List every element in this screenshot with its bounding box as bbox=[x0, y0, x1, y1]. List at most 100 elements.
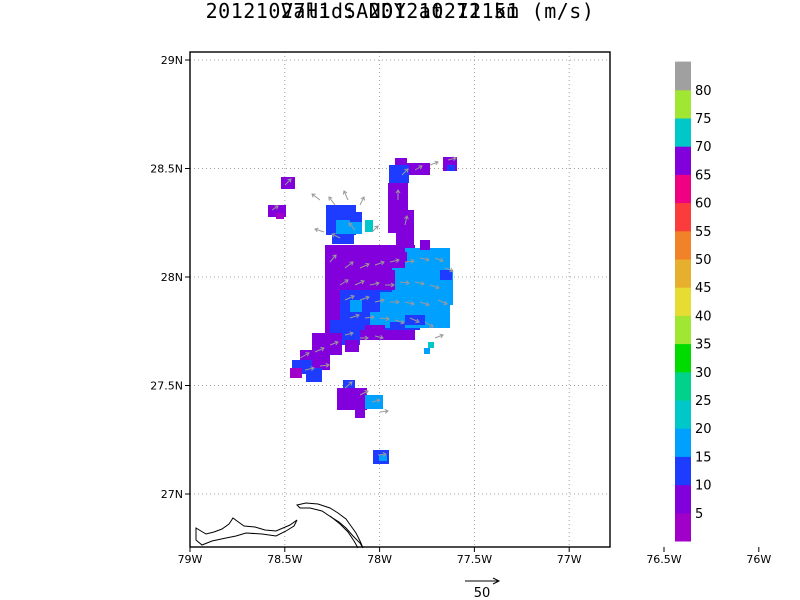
wind-vector bbox=[329, 254, 337, 263]
legend-color-box bbox=[675, 428, 691, 457]
wind-vector bbox=[409, 317, 420, 324]
wind-vector bbox=[447, 156, 457, 162]
wind-vector bbox=[414, 165, 423, 171]
wind-vector bbox=[304, 366, 315, 371]
wind-speed-cell bbox=[428, 342, 434, 348]
legend-color-box bbox=[675, 230, 691, 260]
legend-color-box bbox=[675, 512, 691, 542]
wind-vector bbox=[401, 168, 409, 176]
lat-tick-label: 27N bbox=[161, 488, 183, 501]
legend-color-box bbox=[675, 287, 691, 316]
wind-vector bbox=[437, 299, 448, 306]
wind-speed-cell bbox=[332, 234, 354, 244]
legend-color-box bbox=[675, 315, 691, 345]
wind-vector bbox=[404, 215, 409, 226]
legend-label: 45 bbox=[695, 281, 712, 296]
title-line-2: Valid: 201210271151 bbox=[280, 0, 520, 23]
legend-color-box bbox=[675, 400, 691, 429]
coastline-abaco bbox=[296, 502, 364, 549]
legend-color-box bbox=[675, 343, 691, 373]
map-frame bbox=[189, 51, 611, 548]
wind-speed-cell bbox=[306, 368, 322, 382]
wind-vector bbox=[344, 294, 355, 301]
wind-speed-cell bbox=[276, 213, 284, 219]
wind-vector bbox=[395, 189, 401, 200]
wind-vector bbox=[284, 178, 292, 186]
lon-tick-label: 76.5W bbox=[646, 553, 681, 566]
wind-vector bbox=[359, 295, 370, 301]
lon-tick-label: 79W bbox=[178, 553, 203, 566]
wind-vector bbox=[344, 381, 353, 389]
wind-speed-cell bbox=[389, 165, 409, 183]
wind-speed-cell bbox=[440, 270, 452, 280]
lat-tick-label: 29N bbox=[161, 54, 183, 67]
wind-speed-cell bbox=[365, 220, 373, 232]
vector-scale: 50 bbox=[465, 577, 501, 600]
wind-vector bbox=[344, 331, 354, 337]
wind-vector bbox=[364, 314, 375, 320]
wind-vector bbox=[404, 258, 415, 264]
wind-vector bbox=[399, 280, 410, 286]
wind-vector bbox=[414, 281, 425, 286]
legend-label: 80 bbox=[695, 84, 712, 99]
legend-label: 10 bbox=[695, 479, 712, 494]
legend-label: 40 bbox=[695, 309, 712, 324]
wind-vector bbox=[444, 267, 454, 273]
wind-speed-cell bbox=[350, 212, 362, 222]
wind-vector bbox=[424, 321, 434, 328]
wind-speed-cell bbox=[424, 348, 430, 354]
wind-speed-cell bbox=[345, 340, 359, 352]
legend-label: 70 bbox=[695, 140, 712, 155]
wind-vector bbox=[371, 225, 379, 233]
wind-vector bbox=[339, 279, 349, 286]
legend-label: 5 bbox=[695, 507, 703, 522]
legend-color-box bbox=[675, 371, 691, 401]
wind-vector bbox=[374, 298, 385, 303]
wind-speed-cell bbox=[395, 252, 407, 262]
legend-color-box bbox=[675, 146, 691, 175]
wind-vector bbox=[299, 352, 310, 359]
wind-vector bbox=[389, 258, 400, 263]
grid-lines bbox=[190, 52, 610, 547]
legend-color-box bbox=[675, 118, 691, 147]
legend-label: 15 bbox=[695, 450, 712, 465]
legend-label: 60 bbox=[695, 197, 712, 212]
wind-speed-cell bbox=[337, 388, 367, 410]
wind-vector bbox=[374, 334, 384, 340]
lat-tick-label: 28N bbox=[161, 271, 183, 284]
lon-tick-label: 77W bbox=[557, 553, 582, 566]
legend-color-box bbox=[675, 61, 691, 91]
wind-speed-cell bbox=[290, 368, 302, 378]
wind-speed-cell bbox=[350, 300, 362, 312]
wind-vector bbox=[360, 335, 369, 341]
coastline-abaco-cays bbox=[329, 515, 359, 549]
wind-vector bbox=[359, 196, 365, 206]
wind-vector bbox=[271, 205, 279, 211]
wind-vector bbox=[354, 279, 365, 286]
wind-vector bbox=[349, 313, 360, 319]
legend-label: 30 bbox=[695, 366, 712, 381]
wind-vector bbox=[385, 282, 395, 288]
legend-label: 25 bbox=[695, 394, 712, 409]
lat-tick-label: 28.5N bbox=[150, 163, 183, 176]
legend-label: 55 bbox=[695, 225, 712, 240]
wind-vector bbox=[314, 227, 325, 233]
wind-vector bbox=[371, 398, 381, 404]
wind-speed-cell bbox=[370, 312, 390, 328]
wind-vectors bbox=[271, 156, 457, 457]
legend-color-box bbox=[675, 259, 691, 288]
wind-speed-cell bbox=[365, 325, 385, 340]
wind-vector bbox=[311, 193, 321, 201]
wind-vector bbox=[379, 408, 389, 414]
wind-vector bbox=[319, 362, 330, 368]
wind-vector bbox=[429, 284, 440, 290]
vector-scale-arrowhead bbox=[492, 577, 501, 585]
legend-color-box bbox=[675, 484, 691, 514]
legend-color-box bbox=[675, 456, 691, 486]
wind-vector bbox=[348, 222, 356, 231]
wind-vector bbox=[394, 319, 405, 325]
wind-vector bbox=[374, 260, 385, 266]
legend-label: 50 bbox=[695, 253, 712, 268]
